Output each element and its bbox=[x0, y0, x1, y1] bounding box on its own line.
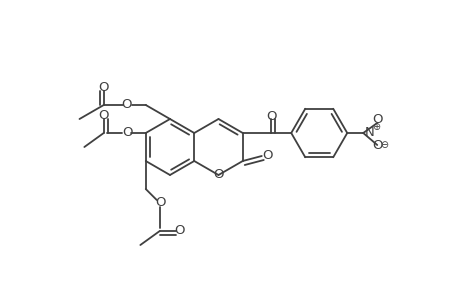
Text: O: O bbox=[98, 109, 109, 122]
Text: O: O bbox=[98, 80, 109, 94]
Text: N: N bbox=[364, 125, 373, 139]
Text: O: O bbox=[262, 148, 272, 161]
Text: O: O bbox=[155, 196, 166, 208]
Text: O: O bbox=[266, 110, 276, 122]
Text: O: O bbox=[122, 125, 132, 139]
Text: O: O bbox=[371, 112, 382, 125]
Text: O: O bbox=[174, 224, 185, 238]
Text: ⊖: ⊖ bbox=[379, 140, 387, 150]
Text: O: O bbox=[121, 98, 132, 110]
Text: ⊕: ⊕ bbox=[371, 122, 380, 132]
Text: O: O bbox=[213, 169, 223, 182]
Text: O: O bbox=[371, 139, 382, 152]
